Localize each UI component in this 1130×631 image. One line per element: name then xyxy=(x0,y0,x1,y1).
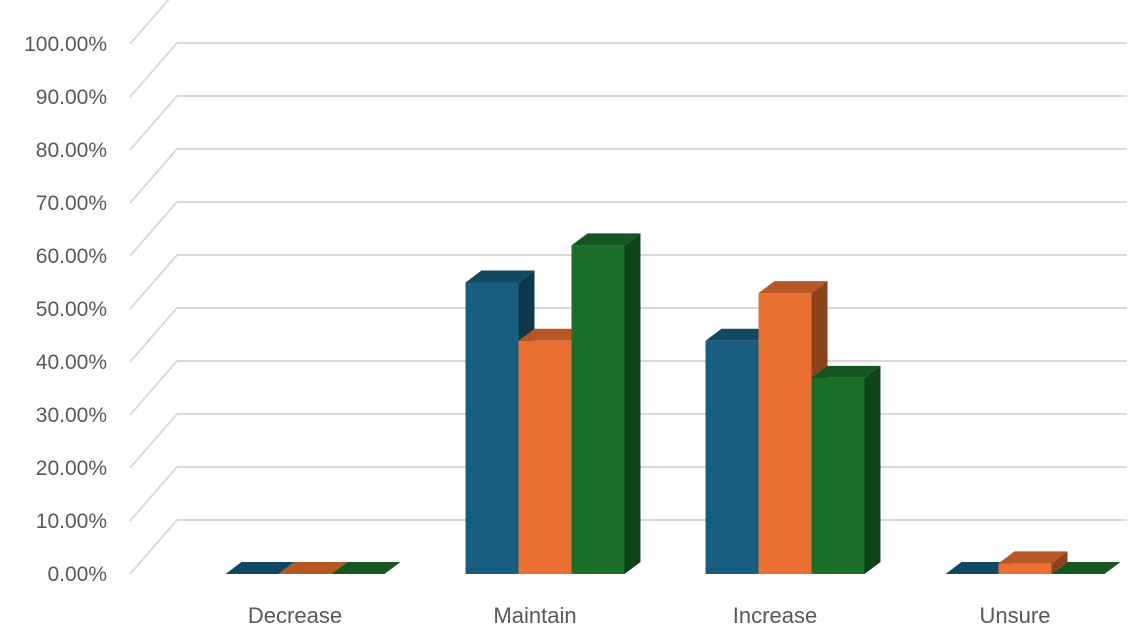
bar-front xyxy=(811,377,865,574)
bar-unsure-series-1 xyxy=(945,562,1015,574)
bar-front xyxy=(758,293,812,574)
bar-front xyxy=(998,563,1052,574)
x-axis: Decrease Maintain Increase Unsure xyxy=(248,603,1051,628)
bar-front xyxy=(571,245,625,574)
bar-top xyxy=(998,551,1068,564)
bar-decrease-series-1 xyxy=(225,562,295,574)
bar-front xyxy=(518,340,572,574)
gridline xyxy=(129,148,1127,204)
y-tick-label: 30.00% xyxy=(36,404,107,427)
bar-unsure-series-2 xyxy=(998,551,1068,574)
gridline xyxy=(129,254,1127,310)
bar-front xyxy=(705,340,759,574)
y-tick-label: 80.00% xyxy=(36,139,107,162)
y-tick-label: 70.00% xyxy=(36,192,107,215)
gridline xyxy=(129,0,170,45)
bar-top xyxy=(518,328,588,341)
y-axis: 0.00% 10.00% 20.00% 30.00% 40.00% 50.00% 60.00… xyxy=(24,33,107,586)
bar-maintain-series-3 xyxy=(571,233,641,574)
y-tick-label: 10.00% xyxy=(36,510,107,533)
bar-top xyxy=(278,562,348,574)
bar-top xyxy=(758,281,828,294)
bar-side xyxy=(864,365,881,574)
bar-unsure-series-3 xyxy=(1051,562,1121,574)
y-tick-label: 60.00% xyxy=(36,245,107,268)
bar-top xyxy=(465,270,535,283)
bar-top xyxy=(225,562,295,574)
gridlines xyxy=(129,0,1127,575)
x-category-label: Maintain xyxy=(493,603,576,628)
x-category-label: Increase xyxy=(733,603,817,628)
y-tick-label: 20.00% xyxy=(36,457,107,480)
y-tick-label: 50.00% xyxy=(36,298,107,321)
bar-top xyxy=(945,562,1015,574)
y-tick-label: 100.00% xyxy=(24,33,107,56)
bar-front xyxy=(465,282,519,574)
bar-decrease-series-2 xyxy=(278,562,348,574)
y-tick-label: 40.00% xyxy=(36,351,107,374)
bar-top xyxy=(571,233,641,246)
bar-increase-series-3 xyxy=(811,365,881,574)
y-tick-label: 90.00% xyxy=(36,86,107,109)
bar-top xyxy=(1051,562,1121,574)
gridline xyxy=(129,201,1127,257)
bar-top xyxy=(331,562,401,574)
bar-side xyxy=(1051,551,1068,574)
x-category-label: Decrease xyxy=(248,603,342,628)
bar-top xyxy=(811,365,881,378)
bar-side xyxy=(624,233,641,574)
gridline xyxy=(129,42,1127,98)
bars xyxy=(225,233,1121,574)
bar-top xyxy=(705,328,775,341)
gridline xyxy=(129,95,1127,151)
bar-decrease-series-3 xyxy=(331,562,401,574)
y-tick-label: 0.00% xyxy=(47,563,107,586)
x-category-label: Unsure xyxy=(980,603,1051,628)
